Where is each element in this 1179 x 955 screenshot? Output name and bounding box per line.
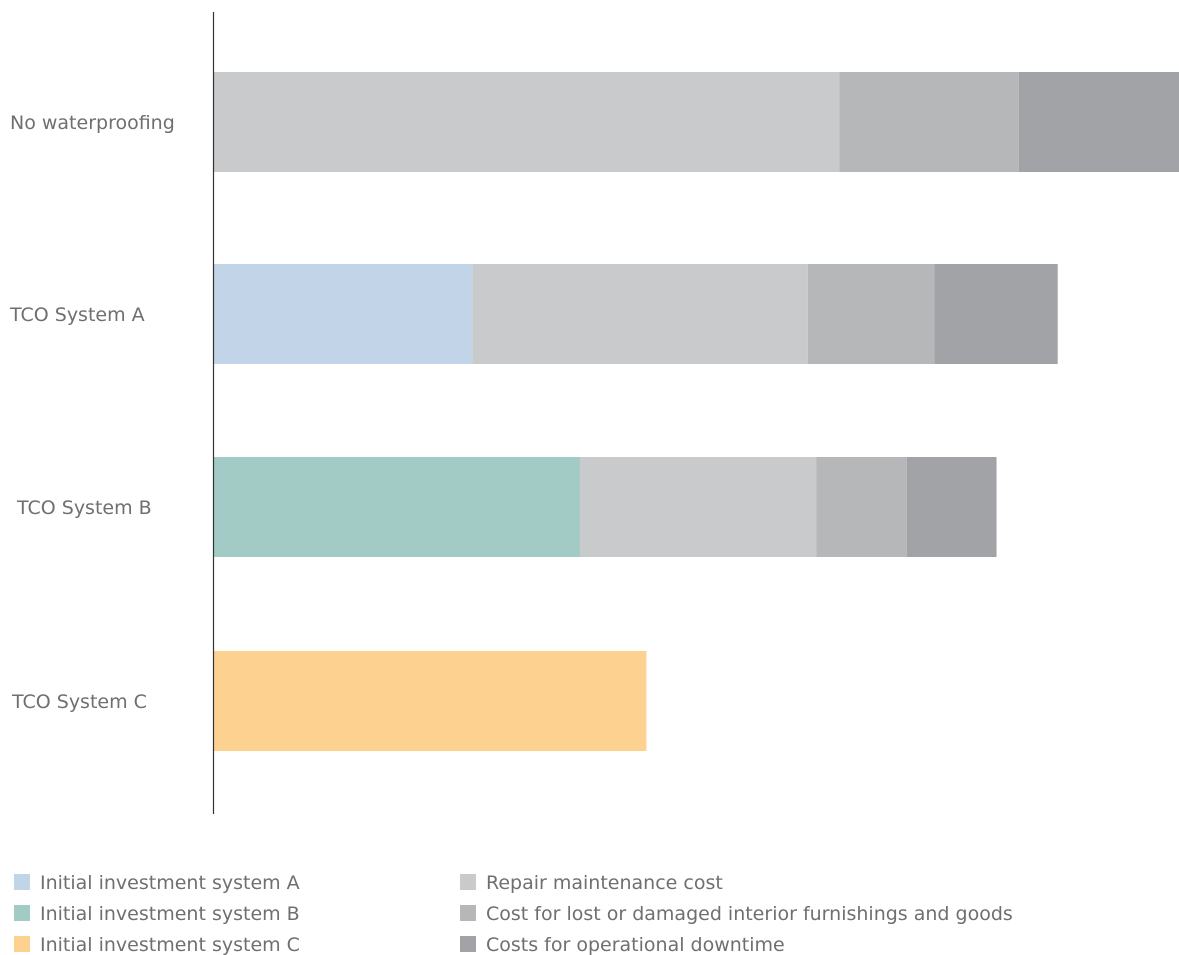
category-label-no-waterproofing: No waterproofing xyxy=(10,112,175,134)
legend-item-initial-investment-system-a: Initial investment system A xyxy=(14,872,300,894)
category-label-tco-system-b: TCO System B xyxy=(16,497,152,519)
legend-swatch-initial-investment-system-a xyxy=(14,874,30,890)
bar-segment-tco-system-a-cost-for-lost-or-damaged-interior-furnishings-and-goods xyxy=(807,264,935,364)
bar-segment-no-waterproofing-cost-for-lost-or-damaged-interior-furnishings-and-goods xyxy=(839,72,1019,172)
bar-segment-tco-system-a-repair-maintenance-cost xyxy=(472,264,808,364)
bar-segment-tco-system-b-cost-for-lost-or-damaged-interior-furnishings-and-goods xyxy=(816,457,907,557)
legend-label-repair-maintenance-cost: Repair maintenance cost xyxy=(486,872,723,894)
legend-label-initial-investment-system-a: Initial investment system A xyxy=(40,872,300,894)
legend-item-costs-for-operational-downtime: Costs for operational downtime xyxy=(460,934,785,955)
legend-label-initial-investment-system-c: Initial investment system C xyxy=(40,934,300,955)
legend-swatch-initial-investment-system-c xyxy=(14,936,30,952)
bar-segment-tco-system-a-initial-investment-system-a xyxy=(214,264,473,364)
category-label-tco-system-c: TCO System C xyxy=(11,691,147,713)
bar-segment-tco-system-c-initial-investment-system-c xyxy=(214,651,647,751)
bar-segment-no-waterproofing-repair-maintenance-cost xyxy=(214,72,840,172)
legend-swatch-costs-for-operational-downtime xyxy=(460,936,476,952)
category-label-tco-system-a: TCO System A xyxy=(9,304,145,326)
legend-label-initial-investment-system-b: Initial investment system B xyxy=(40,903,300,925)
bars-group xyxy=(214,72,1179,751)
bar-segment-no-waterproofing-costs-for-operational-downtime xyxy=(1018,72,1179,172)
legend-swatch-repair-maintenance-cost xyxy=(460,874,476,890)
bar-segment-tco-system-a-costs-for-operational-downtime xyxy=(934,264,1058,364)
legend-swatch-initial-investment-system-b xyxy=(14,905,30,921)
legend-label-costs-for-operational-downtime: Costs for operational downtime xyxy=(486,934,785,955)
legend-item-cost-for-lost-or-damaged-interior-furnishings-and-goods: Cost for lost or damaged interior furnis… xyxy=(460,903,1013,925)
bar-segment-tco-system-b-initial-investment-system-b xyxy=(214,457,580,557)
category-labels: No waterproofing TCO System A TCO System B… xyxy=(9,112,175,713)
bar-segment-tco-system-b-costs-for-operational-downtime xyxy=(906,457,997,557)
legend-item-initial-investment-system-b: Initial investment system B xyxy=(14,903,300,925)
legend-swatch-cost-for-lost-or-damaged-interior-furnishings-and-goods xyxy=(460,905,476,921)
bar-segment-tco-system-b-repair-maintenance-cost xyxy=(579,457,817,557)
legend-item-initial-investment-system-c: Initial investment system C xyxy=(14,934,300,955)
legend-label-cost-for-lost-or-damaged-interior-furnishings-and-goods: Cost for lost or damaged interior furnis… xyxy=(486,903,1013,925)
legend: Initial investment system A Initial inves… xyxy=(14,872,1013,955)
legend-item-repair-maintenance-cost: Repair maintenance cost xyxy=(460,872,723,894)
